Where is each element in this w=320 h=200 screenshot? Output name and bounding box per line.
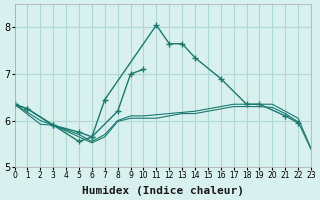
- X-axis label: Humidex (Indice chaleur): Humidex (Indice chaleur): [82, 186, 244, 196]
